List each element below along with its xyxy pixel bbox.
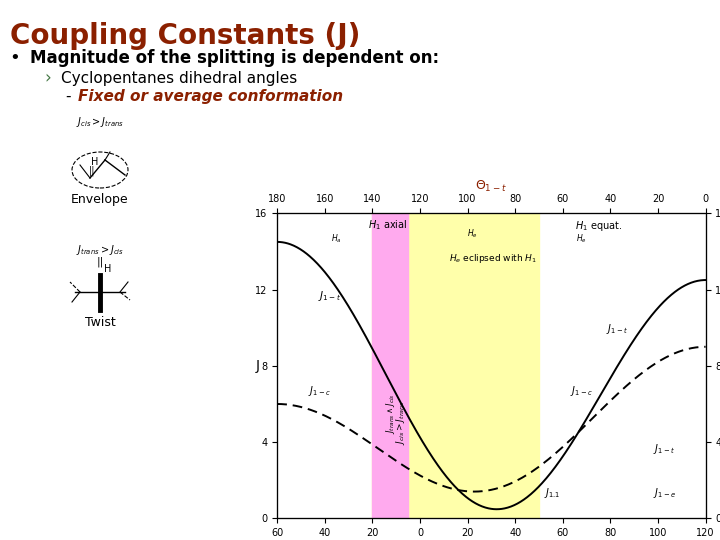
Text: Envelope: Envelope: [71, 193, 129, 206]
Text: $J_{1-t}$: $J_{1-t}$: [653, 442, 675, 456]
Text: $H_1$ axial: $H_1$ axial: [368, 219, 407, 232]
Text: $H_e$: $H_e$: [577, 233, 588, 245]
Text: Magnitude of the splitting is dependent on:: Magnitude of the splitting is dependent …: [30, 49, 439, 67]
Text: ||: ||: [96, 256, 104, 267]
Text: $J_{1-c}$: $J_{1-c}$: [308, 384, 331, 399]
Text: H: H: [104, 264, 112, 274]
X-axis label: $\Theta_{1-t}$: $\Theta_{1-t}$: [475, 178, 508, 193]
Text: -: -: [66, 89, 71, 104]
Text: $J_{trans} \wedge J_{cis}$: $J_{trans} \wedge J_{cis}$: [384, 393, 397, 434]
Y-axis label: J: J: [256, 359, 260, 373]
Text: ||: ||: [89, 165, 95, 176]
Text: $H_a$: $H_a$: [331, 233, 342, 245]
Text: Twist: Twist: [85, 315, 115, 328]
Text: H: H: [91, 157, 99, 167]
Text: $J_{1.1}$: $J_{1.1}$: [544, 485, 560, 500]
Text: ›: ›: [45, 69, 51, 87]
Text: $J_{cis} > J_{trans}$: $J_{cis} > J_{trans}$: [395, 401, 408, 446]
Text: Coupling Constants (J): Coupling Constants (J): [10, 22, 361, 50]
Text: $J_{cis} > J_{trans}$: $J_{cis} > J_{trans}$: [76, 115, 124, 129]
Bar: [372, 213, 539, 518]
Text: $H_1$ equat.: $H_1$ equat.: [575, 219, 622, 233]
Text: $J_{1-t}$: $J_{1-t}$: [318, 289, 341, 303]
Text: •: •: [9, 49, 20, 67]
Text: $J_{1-e}$: $J_{1-e}$: [653, 485, 676, 500]
Text: Cyclopentanes dihedral angles: Cyclopentanes dihedral angles: [61, 71, 297, 85]
Bar: [372, 213, 408, 518]
Text: $J_{1-c}$: $J_{1-c}$: [570, 384, 593, 399]
Text: $H_e$: $H_e$: [467, 227, 478, 240]
Text: $H_e$ eclipsed with $H_1$: $H_e$ eclipsed with $H_1$: [449, 252, 536, 265]
Text: $J_{1-t}$: $J_{1-t}$: [606, 321, 628, 335]
Text: $J_{trans} > J_{cis}$: $J_{trans} > J_{cis}$: [76, 243, 124, 257]
Text: Fixed or average conformation: Fixed or average conformation: [78, 89, 343, 104]
